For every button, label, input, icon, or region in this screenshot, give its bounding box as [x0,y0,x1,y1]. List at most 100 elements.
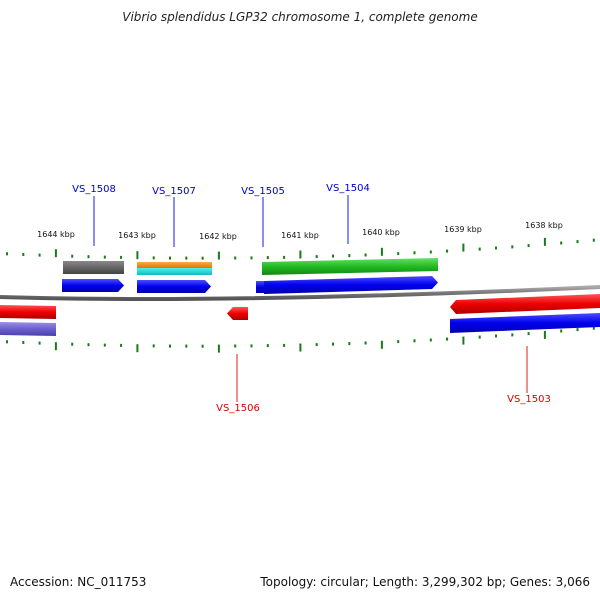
upper-minor-tick [315,255,318,259]
upper-major-tick [462,243,465,252]
upper-minor-tick [120,255,123,259]
lower-minor-tick [478,335,481,339]
lower-minor-tick [266,344,269,348]
gene-VS_1507-arrow[interactable] [137,280,211,293]
scale-labels: 1644 kbp 1643 kbp 1642 kbp 1641 kbp 1640… [37,221,563,241]
upper-minor-tick [283,255,286,259]
gene-left-red-feature[interactable] [0,305,56,319]
upper-minor-tick [103,255,106,259]
upper-minor-tick [71,254,74,258]
upper-minor-tick [266,256,269,260]
lower-minor-tick [446,337,449,341]
lower-minor-tick [103,343,106,347]
gene-label-VS_1507[interactable]: VS_1507 [152,186,196,197]
lower-minor-tick [592,326,595,330]
scale-label-1642: 1642 kbp [199,232,237,241]
lower-minor-tick [527,332,530,336]
gene-label-VS_1505[interactable]: VS_1505 [241,186,285,197]
genome-summary-text: Topology: circular; Length: 3,299,302 bp… [260,575,590,589]
gene-VS_1506-arrow[interactable] [227,307,248,320]
gene-label-VS_1503[interactable]: VS_1503 [507,394,551,405]
upper-minor-tick [22,253,25,256]
upper-minor-tick [478,247,481,251]
gene-VS_1503-arrow[interactable] [450,294,600,314]
lower-minor-tick [315,343,318,347]
gene-label-VS_1504[interactable]: VS_1504 [326,183,370,194]
lower-minor-tick [429,338,432,342]
upper-tick-row [6,237,595,260]
upper-minor-tick [413,251,416,255]
lower-major-tick [462,336,465,345]
upper-major-tick [54,249,57,258]
upper-minor-tick [169,256,171,260]
lower-major-tick [136,344,139,353]
lower-minor-tick [234,344,237,348]
lower-minor-tick [201,344,204,348]
upper-minor-tick [429,250,432,254]
upper-minor-tick [6,252,8,256]
gene-VS_1507-cyan-feature[interactable] [137,268,212,275]
upper-minor-tick [592,238,595,242]
gene-VS_1508-arrow[interactable] [62,279,124,292]
reverse-leader-lines [236,346,528,402]
upper-minor-tick [250,256,253,260]
upper-minor-tick [560,241,563,245]
lower-minor-tick [332,342,334,346]
reverse-gene-labels: VS_1506 VS_1503 [216,394,551,414]
gene-VS_1508-feature[interactable] [63,261,124,274]
upper-minor-tick [152,256,155,260]
forward-gene-labels: VS_1508 VS_1507 VS_1505 VS_1504 [72,183,370,197]
scale-label-1638: 1638 kbp [525,221,563,230]
gene-right-blue-feature[interactable] [450,313,600,333]
accession-text: Accession: NC_011753 [10,575,147,589]
scale-label-1641: 1641 kbp [281,231,319,240]
lower-minor-tick [364,341,367,345]
scale-label-1644: 1644 kbp [37,230,75,239]
gene-VS_1504-arrow[interactable] [264,276,438,294]
gene-left-purple-feature[interactable] [0,322,56,336]
lower-tick-row [6,326,595,353]
chromosome-backbone [0,285,600,302]
lower-minor-tick [152,344,155,348]
upper-minor-tick [332,254,334,258]
upper-major-tick [217,251,220,260]
upper-major-tick [380,247,383,256]
upper-major-tick [543,237,546,246]
genome-title: Vibrio splendidus LGP32 chromosome 1, co… [122,10,478,24]
upper-minor-tick [511,245,514,249]
lower-minor-tick [87,343,90,347]
scale-label-1639: 1639 kbp [444,225,482,234]
lower-minor-tick [348,342,351,346]
lower-major-tick [380,340,383,349]
scale-label-1643: 1643 kbp [118,231,156,240]
upper-minor-tick [201,256,204,260]
upper-minor-tick [87,255,90,259]
lower-minor-tick [560,329,563,333]
gene-VS_1507-orange-feature[interactable] [137,262,212,268]
scale-label-1640: 1640 kbp [362,228,400,237]
lower-minor-tick [120,343,123,347]
gene-VS_1504-feature[interactable] [262,258,438,275]
lower-minor-tick [576,328,579,332]
lower-minor-tick [71,342,74,346]
lower-minor-tick [495,334,497,338]
upper-minor-tick [527,244,530,248]
upper-minor-tick [397,252,400,256]
upper-major-tick [136,251,139,260]
upper-major-tick [299,250,302,259]
lower-major-tick [54,342,57,351]
lower-minor-tick [511,333,514,337]
gene-label-VS_1508[interactable]: VS_1508 [72,184,116,195]
upper-minor-tick [348,254,351,258]
lower-major-tick [217,344,220,353]
upper-minor-tick [38,253,41,257]
upper-minor-tick [495,246,497,250]
lower-major-tick [299,343,302,352]
forward-leader-lines [93,195,349,247]
lower-minor-tick [185,344,188,348]
upper-minor-tick [364,253,367,257]
gene-label-VS_1506[interactable]: VS_1506 [216,403,260,414]
lower-minor-tick [22,341,25,344]
lower-minor-tick [6,340,8,344]
